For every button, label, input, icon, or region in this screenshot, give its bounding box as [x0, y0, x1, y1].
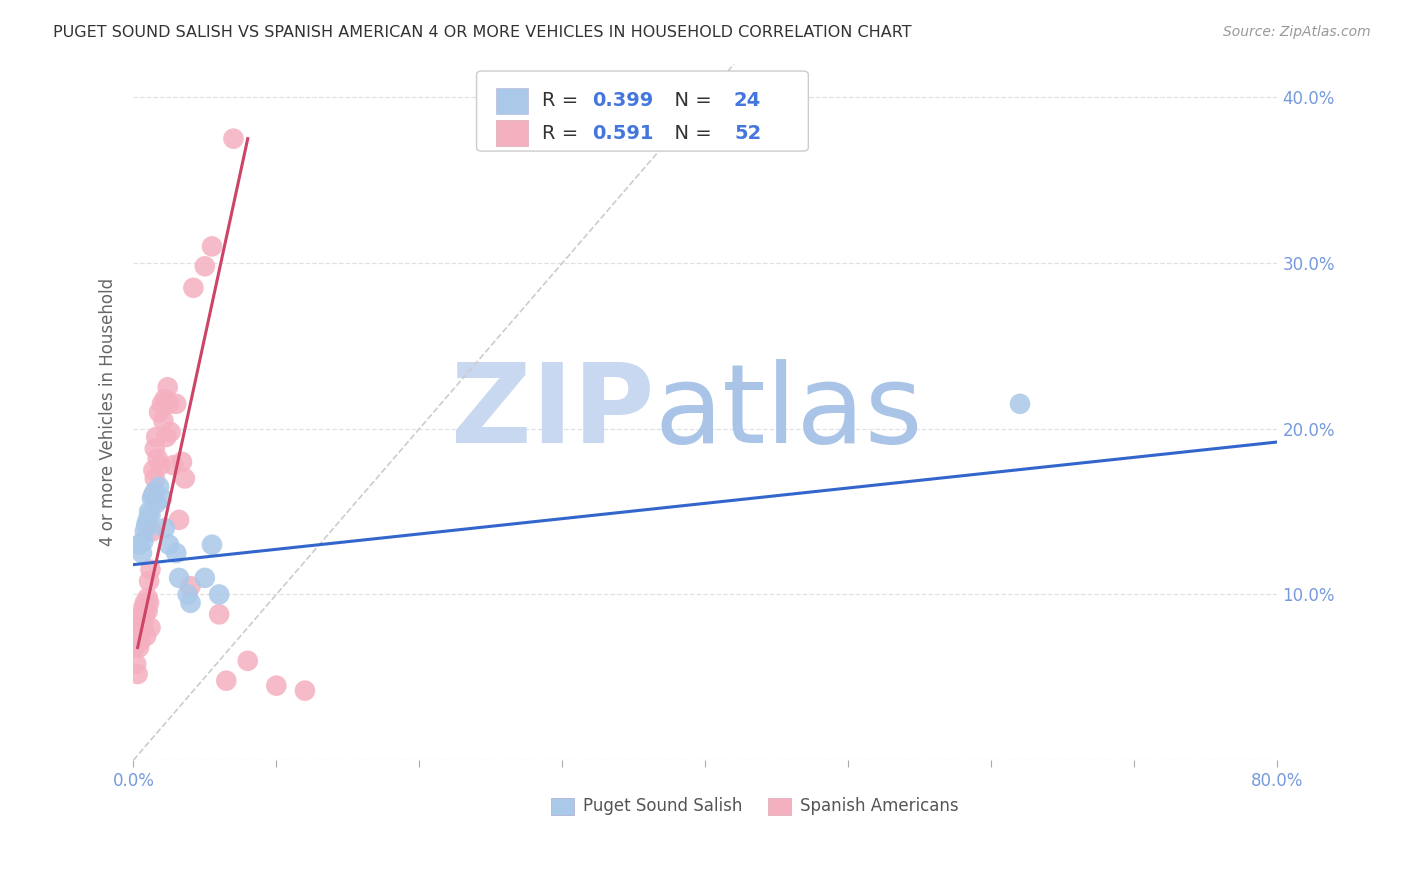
Point	[138, 596, 160, 610]
Point	[129, 633, 152, 648]
Point	[215, 673, 238, 688]
Point	[155, 430, 177, 444]
Point	[136, 604, 159, 618]
Point	[128, 640, 150, 655]
Text: R =: R =	[541, 124, 585, 143]
Point	[1008, 397, 1031, 411]
Point	[131, 546, 153, 560]
Point	[180, 596, 202, 610]
Point	[167, 513, 190, 527]
Text: N =: N =	[662, 92, 718, 111]
Point	[131, 607, 153, 622]
Point	[138, 505, 160, 519]
Point	[173, 471, 195, 485]
Point	[139, 621, 162, 635]
Point	[132, 600, 155, 615]
Point	[183, 281, 205, 295]
Point	[143, 484, 166, 499]
Y-axis label: 4 or more Vehicles in Household: 4 or more Vehicles in Household	[100, 278, 117, 546]
Point	[142, 488, 165, 502]
Text: ZIP: ZIP	[450, 359, 654, 466]
Point	[139, 563, 162, 577]
Text: Puget Sound Salish: Puget Sound Salish	[583, 797, 742, 815]
Point	[159, 425, 181, 439]
Text: N =: N =	[662, 124, 718, 143]
Text: 24: 24	[734, 92, 761, 111]
Point	[143, 442, 166, 456]
Point	[132, 534, 155, 549]
Point	[132, 617, 155, 632]
Point	[266, 679, 288, 693]
Point	[142, 488, 165, 502]
Point	[194, 260, 217, 274]
Text: PUGET SOUND SALISH VS SPANISH AMERICAN 4 OR MORE VEHICLES IN HOUSEHOLD CORRELATI: PUGET SOUND SALISH VS SPANISH AMERICAN 4…	[53, 25, 912, 40]
Point	[141, 491, 163, 506]
Point	[170, 455, 193, 469]
Point	[125, 657, 148, 671]
Point	[129, 612, 152, 626]
Text: Spanish Americans: Spanish Americans	[800, 797, 959, 815]
Text: Source: ZipAtlas.com: Source: ZipAtlas.com	[1223, 25, 1371, 39]
Point	[157, 397, 180, 411]
Point	[136, 591, 159, 605]
Point	[148, 480, 170, 494]
Point	[135, 600, 157, 615]
Point	[167, 571, 190, 585]
Point	[145, 430, 167, 444]
Point	[131, 621, 153, 635]
Point	[136, 513, 159, 527]
Point	[148, 405, 170, 419]
FancyBboxPatch shape	[768, 797, 792, 814]
Point	[128, 538, 150, 552]
Text: 52: 52	[734, 124, 761, 143]
Point	[143, 471, 166, 485]
Point	[294, 683, 316, 698]
Point	[142, 463, 165, 477]
Point	[152, 413, 174, 427]
Point	[208, 607, 231, 622]
Point	[145, 496, 167, 510]
Text: 0.591: 0.591	[592, 124, 654, 143]
Point	[165, 397, 187, 411]
Point	[180, 579, 202, 593]
Point	[135, 517, 157, 532]
Point	[208, 587, 231, 601]
Point	[222, 131, 245, 145]
Point	[124, 640, 146, 655]
FancyBboxPatch shape	[551, 797, 574, 814]
FancyBboxPatch shape	[496, 120, 529, 146]
Point	[236, 654, 259, 668]
Point	[156, 380, 179, 394]
Point	[141, 524, 163, 539]
Text: 0.399: 0.399	[592, 92, 654, 111]
Point	[153, 392, 176, 406]
Point	[176, 587, 198, 601]
Point	[149, 458, 172, 473]
Point	[128, 621, 150, 635]
Point	[150, 491, 173, 506]
Point	[127, 667, 149, 681]
FancyBboxPatch shape	[477, 71, 808, 151]
Point	[135, 629, 157, 643]
Point	[146, 451, 169, 466]
Point	[150, 397, 173, 411]
Point	[162, 458, 184, 473]
Text: R =: R =	[541, 92, 585, 111]
Point	[134, 596, 156, 610]
Point	[157, 538, 180, 552]
Point	[138, 574, 160, 589]
Text: atlas: atlas	[654, 359, 922, 466]
Point	[165, 546, 187, 560]
Point	[153, 521, 176, 535]
Point	[139, 508, 162, 522]
Point	[134, 524, 156, 539]
FancyBboxPatch shape	[496, 87, 529, 114]
Point	[201, 538, 224, 552]
Point	[134, 607, 156, 622]
Point	[201, 239, 224, 253]
Point	[194, 571, 217, 585]
